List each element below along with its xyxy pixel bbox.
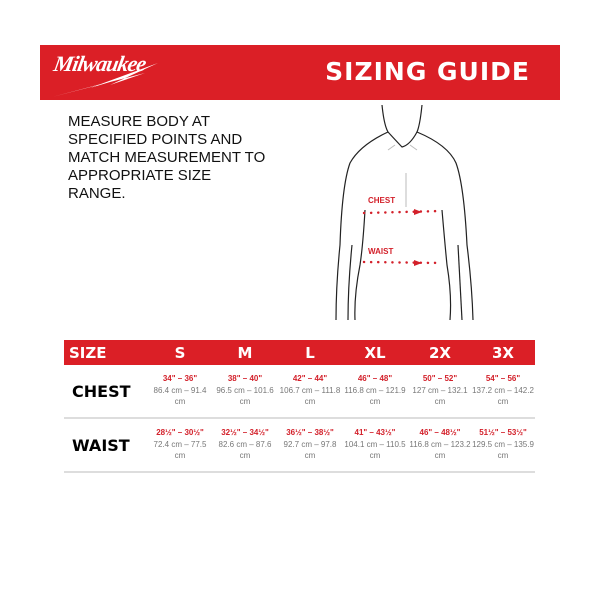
header-m: M (237, 344, 253, 362)
chest-label: CHEST (368, 196, 395, 205)
size-cell: 34" – 36" 86.4 cm – 91.4 cm (148, 374, 212, 407)
header-s: S (174, 344, 186, 362)
cm-range: 106.7 cm – 111.8 cm (279, 386, 341, 406)
size-cell: 32½" – 34½" 82.6 cm – 87.6 cm (213, 428, 277, 461)
page-title: SIZING GUIDE (325, 57, 530, 86)
inch-range: 28½" – 30½" (156, 428, 204, 437)
inch-range: 46" – 48" (357, 374, 393, 383)
inch-range: 42" – 44" (292, 374, 328, 383)
size-cell: 46" – 48" 116.8 cm – 121.9 cm (343, 374, 407, 407)
body-measurement-figure: CHEST WAIST (335, 105, 474, 321)
size-cell: 46" – 48½" 116.8 cm – 123.2 cm (408, 428, 472, 461)
cm-range: 116.8 cm – 121.9 cm (344, 386, 406, 406)
inch-range: 38" – 40" (227, 374, 263, 383)
inch-range: 36½" – 38½" (286, 428, 334, 437)
cm-range: 96.5 cm – 101.6 cm (216, 386, 274, 406)
waist-measure-line: WAIST (362, 247, 444, 266)
size-table-header: SIZE S M L XL 2X 3X (64, 340, 535, 365)
row-label-waist: WAIST (72, 436, 130, 455)
row-divider (64, 471, 535, 473)
row-divider (64, 417, 535, 419)
cm-range: 92.7 cm – 97.8 cm (283, 440, 337, 460)
inch-range: 54" – 56" (485, 374, 521, 383)
cm-range: 129.5 cm – 135.9 cm (472, 440, 534, 460)
size-cell: 50" – 52" 127 cm – 132.1 cm (408, 374, 472, 407)
header-3x: 3X (491, 344, 515, 362)
cm-range: 82.6 cm – 87.6 cm (218, 440, 272, 460)
brand-logo: Milwaukee (51, 51, 148, 76)
size-cell: 36½" – 38½" 92.7 cm – 97.8 cm (278, 428, 342, 461)
inch-range: 51½" – 53½" (479, 428, 527, 437)
header-2x: 2X (428, 344, 452, 362)
chest-measure-line: CHEST (362, 196, 444, 215)
size-cell: 51½" – 53½" 129.5 cm – 135.9 cm (471, 428, 535, 461)
inch-range: 46" – 48½" (419, 428, 461, 437)
waist-label: WAIST (368, 247, 393, 256)
size-cell: 54" – 56" 137.2 cm – 142.2 cm (471, 374, 535, 407)
size-cell: 42" – 44" 106.7 cm – 111.8 cm (278, 374, 342, 407)
row-label-chest: CHEST (72, 382, 131, 401)
cm-range: 86.4 cm – 91.4 cm (153, 386, 207, 406)
header-l: L (305, 344, 315, 362)
size-cell: 38" – 40" 96.5 cm – 101.6 cm (213, 374, 277, 407)
size-cell: 41" – 43½" 104.1 cm – 110.5 cm (343, 428, 407, 461)
header-banner: Milwaukee SIZING GUIDE (40, 45, 560, 100)
header-xl: XL (364, 344, 386, 362)
inch-range: 41" – 43½" (354, 428, 396, 437)
cm-range: 104.1 cm – 110.5 cm (344, 440, 406, 460)
cm-range: 116.8 cm – 123.2 cm (409, 440, 471, 460)
inch-range: 34" – 36" (162, 374, 198, 383)
size-cell: 28½" – 30½" 72.4 cm – 77.5 cm (148, 428, 212, 461)
cm-range: 137.2 cm – 142.2 cm (472, 386, 534, 406)
inch-range: 50" – 52" (422, 374, 458, 383)
inch-range: 32½" – 34½" (221, 428, 269, 437)
header-size: SIZE (69, 344, 107, 362)
cm-range: 127 cm – 132.1 cm (412, 386, 468, 406)
cm-range: 72.4 cm – 77.5 cm (153, 440, 207, 460)
instructions: MEASURE BODY AT SPECIFIED POINTS AND MAT… (68, 113, 266, 202)
